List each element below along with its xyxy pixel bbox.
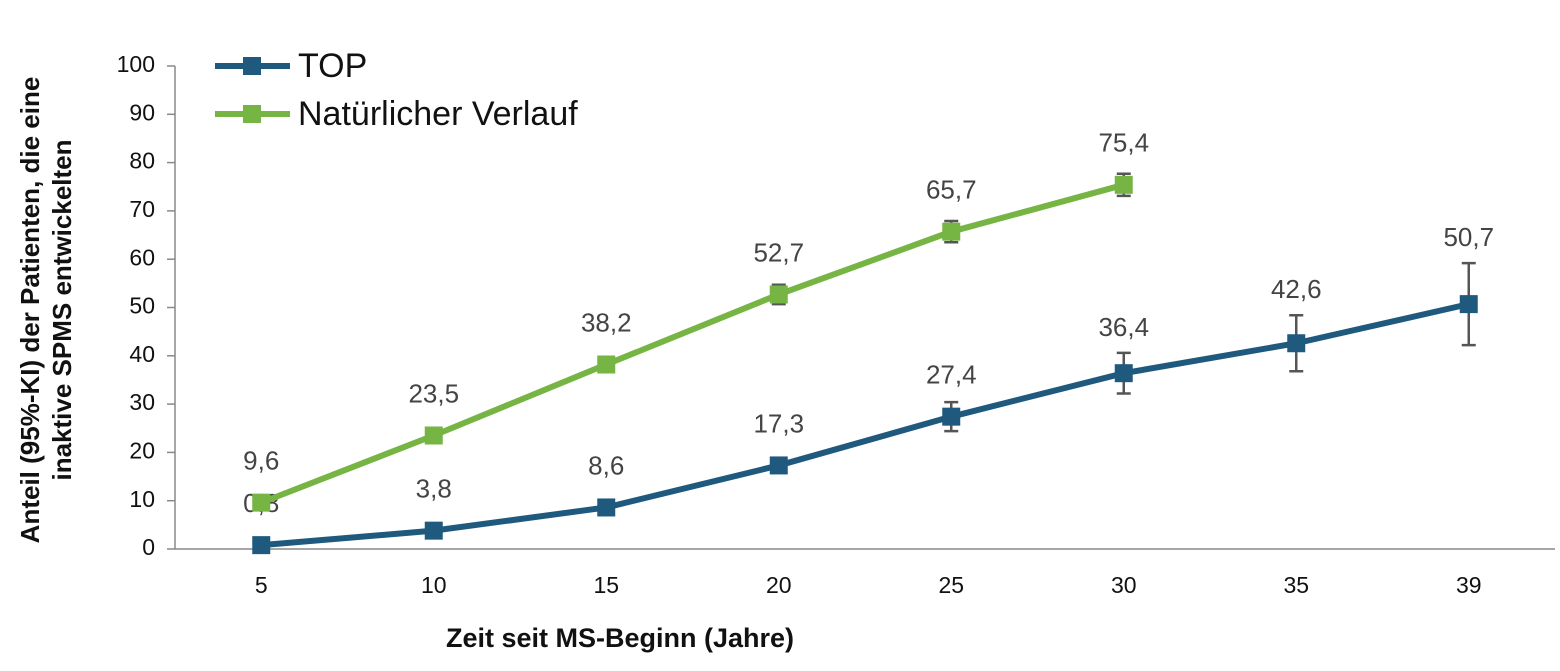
data-label: 38,2 (581, 307, 632, 337)
marker (1114, 175, 1133, 194)
marker (942, 222, 961, 241)
marker (1114, 364, 1133, 383)
data-label: 50,7 (1443, 222, 1494, 252)
data-label: 8,6 (588, 450, 624, 480)
marker (942, 407, 961, 426)
marker (769, 456, 788, 475)
data-label: 52,7 (753, 237, 804, 267)
legend-marker (243, 57, 261, 75)
marker (769, 285, 788, 304)
data-label: 23,5 (408, 378, 459, 408)
data-label: 9,6 (243, 446, 279, 476)
marker (252, 536, 271, 555)
x-tick-label: 20 (766, 572, 792, 598)
legend-marker (243, 105, 261, 123)
x-tick-label: 15 (593, 572, 619, 598)
y-tick-label: 80 (129, 148, 155, 174)
y-tick-label: 100 (117, 51, 155, 77)
y-tick-label: 10 (129, 486, 155, 512)
x-tick-label: 35 (1283, 572, 1309, 598)
data-label: 42,6 (1271, 274, 1322, 304)
y-tick-label: 40 (129, 341, 155, 367)
data-label: 75,4 (1098, 128, 1149, 158)
data-label: 17,3 (753, 408, 804, 438)
x-tick-label: 5 (255, 572, 268, 598)
marker (1287, 334, 1306, 353)
y-tick-label: 90 (129, 99, 155, 125)
y-tick-label: 20 (129, 437, 155, 463)
legend-label: Natürlicher Verlauf (298, 95, 578, 133)
x-axis-title: Zeit seit MS-Beginn (Jahre) (446, 623, 794, 653)
data-label: 36,4 (1098, 312, 1149, 342)
marker (252, 493, 271, 512)
y-tick-label: 0 (142, 534, 155, 560)
marker (597, 498, 616, 517)
marker (597, 355, 616, 374)
data-label: 65,7 (926, 175, 977, 205)
x-tick-label: 30 (1111, 572, 1137, 598)
x-tick-label: 39 (1456, 572, 1482, 598)
y-axis-title-line: inaktive SPMS entwickelten (47, 139, 77, 480)
series-line (260, 181, 1125, 506)
data-label: 27,4 (926, 360, 977, 390)
marker (424, 426, 443, 445)
legend-label: TOP (298, 47, 367, 85)
x-tick-label: 10 (421, 572, 447, 598)
x-tick-label: 25 (938, 572, 964, 598)
series-line (260, 301, 1470, 549)
marker (424, 521, 443, 540)
marker (1459, 295, 1478, 314)
y-tick-label: 70 (129, 196, 155, 222)
y-tick-label: 30 (129, 389, 155, 415)
y-axis-title-line: Anteil (95%-KI) der Patienten, die eine (15, 77, 45, 544)
data-label: 3,8 (416, 474, 452, 504)
y-tick-label: 60 (129, 244, 155, 270)
y-tick-label: 50 (129, 293, 155, 319)
y-axis-title: Anteil (95%-KI) der Patienten, die eine … (15, 77, 77, 544)
